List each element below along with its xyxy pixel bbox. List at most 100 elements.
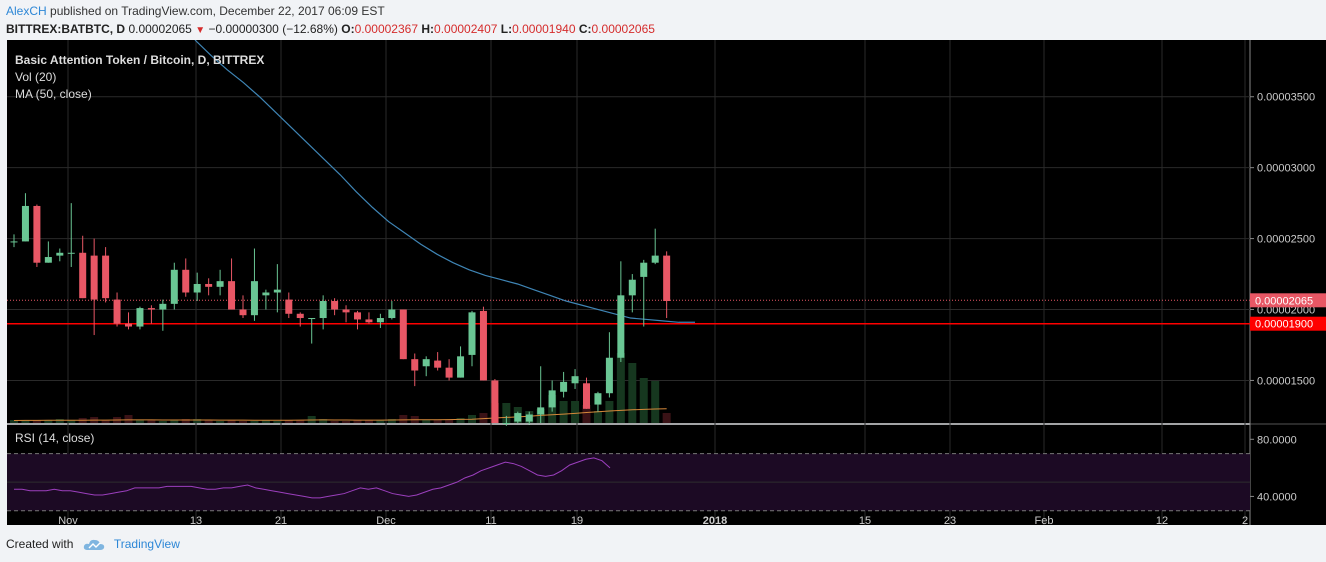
candle xyxy=(125,312,132,330)
volume-bar xyxy=(124,415,133,423)
candle-body xyxy=(250,281,258,316)
tradingview-link[interactable]: TradingView xyxy=(113,537,180,551)
x-tick-label: 15 xyxy=(859,515,871,527)
volume-bar xyxy=(582,405,591,423)
candle-body xyxy=(239,309,247,316)
candle xyxy=(10,234,18,248)
volume-bar xyxy=(376,420,385,423)
candle xyxy=(628,274,636,313)
candle xyxy=(182,258,190,297)
price-chart[interactable]: Nov 13 21 Dec 11 19 2018 15 23 Feb 12 2 0.00003500 0.… xyxy=(0,40,1326,530)
y-tick-label: 0.00001500 xyxy=(1257,375,1315,387)
rsi-legend: RSI (14, close) xyxy=(15,431,94,445)
volume-bar xyxy=(319,419,328,423)
candle xyxy=(651,228,659,265)
candle-body xyxy=(640,262,648,277)
x-tick-label: 23 xyxy=(944,515,956,527)
candle-body xyxy=(10,241,18,243)
candle-body xyxy=(136,308,144,327)
candle xyxy=(354,310,361,330)
candle-body xyxy=(399,309,407,360)
volume-bar xyxy=(32,420,41,423)
volume-bar xyxy=(616,353,625,423)
candle xyxy=(583,377,590,409)
candle-body xyxy=(113,299,121,324)
volume-bar xyxy=(216,421,225,423)
candle-body xyxy=(663,255,671,302)
candle xyxy=(308,318,316,344)
candle-body xyxy=(170,269,178,304)
candle xyxy=(468,310,476,367)
volume-bar xyxy=(227,420,236,423)
candle-body xyxy=(502,423,510,424)
candle-body xyxy=(319,301,327,319)
volume-bar xyxy=(342,421,351,423)
candle xyxy=(296,312,304,327)
candle xyxy=(617,261,625,363)
candle xyxy=(594,391,602,412)
candle-body xyxy=(491,380,499,423)
publish-info: AlexCH published on TradingView.com, Dec… xyxy=(6,4,385,18)
y-tick-label: 0.00003500 xyxy=(1257,92,1315,104)
candle xyxy=(102,247,110,303)
candle-body xyxy=(628,279,636,296)
volume-bar xyxy=(296,420,305,423)
main-pane xyxy=(7,40,1250,423)
candle-body xyxy=(262,292,270,296)
candle-body xyxy=(434,360,442,368)
candle-body xyxy=(159,303,167,310)
close-label: C: xyxy=(578,22,592,36)
candle-body xyxy=(228,281,236,310)
x-tick-label: Dec xyxy=(376,515,396,527)
author-link[interactable]: AlexCH xyxy=(6,4,47,18)
volume-bar xyxy=(639,378,648,423)
candle xyxy=(514,411,522,423)
footer: Created with TradingView xyxy=(6,537,180,551)
candle-body xyxy=(90,255,98,300)
volume-bar xyxy=(399,415,408,423)
candle-body xyxy=(285,299,293,314)
candle-body xyxy=(605,357,613,394)
rsi-line xyxy=(14,457,611,499)
candle-body xyxy=(205,283,213,287)
candle xyxy=(216,269,224,296)
open-value: 0.00002367 xyxy=(354,22,418,36)
candle xyxy=(44,241,52,263)
candle xyxy=(502,415,510,426)
high-value: 0.00002407 xyxy=(434,22,498,36)
candle-body xyxy=(468,312,476,355)
candle xyxy=(170,262,178,310)
last-price-tag xyxy=(1250,293,1326,308)
candle-body xyxy=(422,359,430,367)
candle-body xyxy=(537,407,545,415)
volume-bar xyxy=(204,420,213,423)
y-tick-label: 0.00002000 xyxy=(1257,305,1315,317)
y-tick-label: 0.00003000 xyxy=(1257,163,1315,175)
price-scale xyxy=(1250,40,1326,525)
volume-bar xyxy=(330,421,339,423)
tradingview-logo-icon xyxy=(83,539,104,550)
volume-bar xyxy=(147,420,156,423)
volume-bar xyxy=(170,420,179,423)
legend-item: Vol (20) xyxy=(15,70,56,84)
candle xyxy=(548,380,556,412)
symbol: BITTREX:BATBTC, D xyxy=(6,22,126,36)
candle xyxy=(67,203,75,267)
candle-body xyxy=(273,289,281,293)
x-tick-label: Feb xyxy=(1035,515,1054,527)
legend-item: MA (50, close) xyxy=(15,87,92,101)
candle xyxy=(239,295,247,319)
candle-body xyxy=(525,414,533,422)
candle xyxy=(159,299,167,331)
candle xyxy=(90,238,98,336)
candle-body xyxy=(354,312,361,320)
candle-body xyxy=(79,252,87,299)
candle-body xyxy=(193,283,201,293)
x-tick-label: 2018 xyxy=(703,515,727,527)
candle-body xyxy=(365,319,373,323)
candle xyxy=(205,278,213,296)
last-price: 0.00002065 xyxy=(128,22,192,36)
x-tick-label: 21 xyxy=(275,515,287,527)
volume-bar xyxy=(55,419,64,423)
volume-bar xyxy=(101,420,110,423)
